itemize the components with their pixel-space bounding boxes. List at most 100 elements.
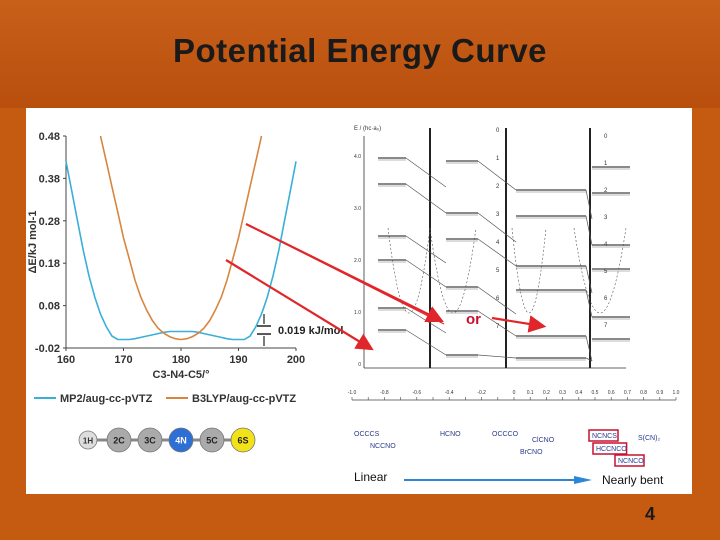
x-axis-label: C3-N4-C5/° [153,369,210,381]
atom-label: 5C [206,436,218,446]
highlight-box [614,454,645,467]
atom-6S [230,427,256,453]
correlation-line [585,189,593,220]
arrow-to-level-1-shadow [245,223,445,325]
energy-tick-label: 1.0 [354,310,361,316]
atom-label: 6S [237,436,248,446]
legend-label-b3lyp: B3LYP/aug-cc-pVTZ [192,393,296,405]
scale-tick-label: -0.2 [477,390,486,396]
level-number: 4 [496,240,500,246]
series-line-2 [99,135,263,341]
y-tick-label: 0.28 [39,216,60,228]
right-border [692,108,720,540]
x-tick-label: 160 [57,354,75,366]
scale-tick-label: 0.4 [575,390,582,396]
scale-tick-label: 0.6 [608,390,615,396]
scale-tick-label: 0 [513,390,516,396]
atom-label: 2C [113,436,125,446]
atom-5C [199,427,225,453]
energy-tick-label: 2.0 [354,258,361,264]
scale-tick-label: 0.5 [592,390,599,396]
legend-label-mp2: MP2/aug-cc-pVTZ [60,393,153,405]
atom-3C [137,427,163,453]
molecule-label: OCCCS [354,431,380,438]
y-tick-label: 0.38 [39,173,60,185]
energy-tick-label: 0 [358,362,361,368]
level-number: 1 [496,156,500,162]
correlation-line [405,307,447,334]
level-number: 0 [604,134,608,140]
potential-well [387,227,431,314]
molecule-label: NCNCS [592,433,617,440]
y-tick-label: 0.48 [39,131,60,143]
molecule-label: HCCNCO [596,446,627,453]
or-label: or [466,311,481,328]
molecule-label: ClCNO [532,437,555,444]
correlation-line [405,329,447,356]
energy-axis-label: E / (hc·a₀) [354,126,381,132]
scale-tick-label: 0.2 [543,390,550,396]
y-tick-label: 0.18 [39,258,60,270]
left-border [0,108,26,540]
atom-2C [106,427,132,453]
atom-4N [168,427,194,453]
molecule-label: HCNO [440,431,461,438]
correlation-line [477,286,517,315]
scale-tick-label: -0.4 [445,390,454,396]
atom-1H [78,430,98,450]
x-tick-label: 200 [287,354,305,366]
level-number: 4 [604,242,608,248]
level-number: 3 [604,215,608,221]
x-tick-label: 170 [114,354,132,366]
bending-scale: -1.0 -0.8 -0.6 -0.4 -0.2 0 0.1 0.2 0.3 0.4 0.5 0.6 0… [348,390,680,487]
x-tick-label: 190 [229,354,247,366]
correlation-line [477,354,517,359]
bend-arrow-head [574,476,592,484]
y-tick-label: 0.08 [39,301,60,313]
scale-tick-label: -1.0 [348,390,357,396]
scale-tick-label: 0.7 [624,390,631,396]
level-number: 2 [496,184,500,190]
x-tick-label: 180 [172,354,190,366]
potential-well [511,227,547,314]
atom-label: 4N [175,436,187,446]
correlation-line [477,238,517,267]
correlation-line [405,259,447,288]
molecule-diagram: 1H 2C 3C 4N 5C 6S [78,427,256,453]
energy-tick-label: 4.0 [354,154,361,160]
level-number: 1 [604,161,608,167]
slide-title: Potential Energy Curve [172,32,548,69]
correlation-line [477,160,517,191]
linear-label: Linear [354,470,387,484]
level-number: 3 [496,212,500,218]
correlation-line [585,335,593,362]
correlation-line [585,215,593,246]
y-tick-label: -0.02 [35,343,60,355]
level-number: 6 [604,296,608,302]
level-number: 5 [604,269,608,275]
molecule-label: OCCCO [492,431,519,438]
level-number: 5 [496,268,500,274]
scale-tick-label: 0.3 [559,390,566,396]
correlation-line [405,157,447,188]
molecule-label: BrCNO [520,449,543,456]
page-number: 4 [645,504,656,524]
nearly-bent-label: Nearly bent [602,473,664,487]
energy-tick-label: 3.0 [354,206,361,212]
scale-tick-label: 0.9 [656,390,663,396]
correlation-line [585,289,593,318]
pointer-arrows [225,223,547,351]
level-number: 0 [496,128,500,134]
level-number: 7 [496,324,500,330]
scale-tick-label: 1.0 [673,390,680,396]
atom-label: 3C [144,436,156,446]
slide-content: 0.48 0.38 0.28 0.18 0.08 -0.02 160 170 180 190 200… [26,108,692,494]
y-axis-label: ΔE/kJ mol-1 [27,211,39,274]
bottom-banner [0,494,720,540]
molecule-label: S(CN)₂ [638,435,660,442]
correlation-line [585,357,593,362]
level-number: 7 [604,323,608,329]
energy-level-diagram: E / (hc·a₀) 4.0 3.0 2.0 1.0 0 0 0 1 1 2 2 3 3 4 4 5 5 6 6 7 7… [354,126,630,369]
